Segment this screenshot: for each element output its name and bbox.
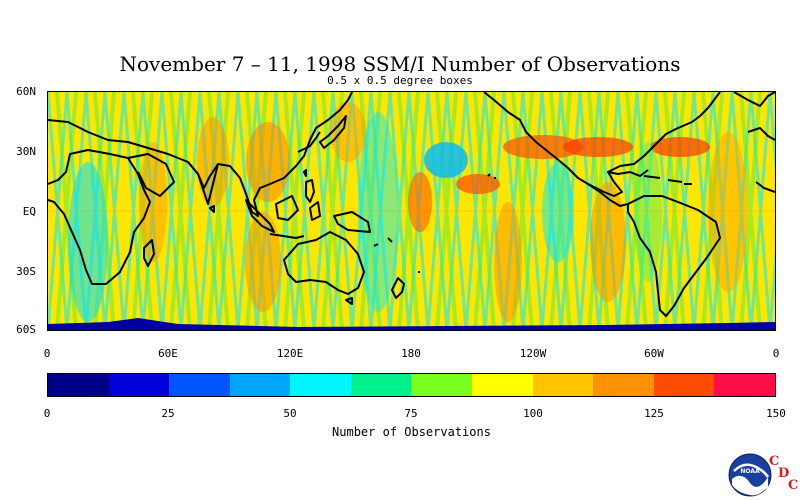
colorbar-swatch-2 — [169, 374, 230, 396]
cdc-letter-1: C — [769, 454, 780, 469]
field-blobs — [68, 102, 748, 322]
colorbar-title: Number of Observations — [332, 425, 491, 439]
noaa-cdc-logo: NOAA C D C — [728, 452, 798, 498]
antarctic-edge — [48, 318, 775, 330]
colorbar-tick-125: 125 — [644, 407, 664, 420]
colorbar-tick-150: 150 — [766, 407, 786, 420]
map-subtitle: 0.5 x 0.5 degree boxes — [327, 74, 473, 87]
lon-label-60w: 60W — [644, 347, 664, 360]
lon-label-180: 180 — [401, 347, 421, 360]
colorbar-swatch-11 — [714, 374, 775, 396]
colorbar-swatch-8 — [532, 374, 594, 396]
cdc-letter-3: C — [788, 478, 799, 493]
lon-label-0-right: 0 — [772, 347, 780, 360]
cdc-letter-2: D — [778, 466, 790, 481]
colorbar-swatch-1 — [108, 374, 170, 396]
lat-label-30n: 30N — [16, 145, 36, 158]
colorbar-swatch-3 — [229, 374, 291, 396]
lat-label-30s: 30S — [16, 265, 36, 278]
noaa-logo-text: NOAA — [740, 468, 760, 475]
coastlines — [48, 92, 775, 317]
noaa-logo-icon: NOAA — [728, 453, 772, 497]
colorbar-swatch-4 — [290, 374, 351, 396]
lat-label-60n: 60N — [16, 85, 36, 98]
colorbar-tick-100: 100 — [523, 407, 543, 420]
lat-label-60s: 60S — [16, 323, 36, 336]
colorbar-swatch-9 — [593, 374, 654, 396]
lon-label-120e: 120E — [276, 347, 304, 360]
colorbar-swatch-7 — [472, 374, 533, 396]
lat-label-eq: EQ — [22, 205, 36, 218]
colorbar-swatch-5 — [350, 374, 412, 396]
colorbar — [47, 373, 776, 397]
observation-map-svg — [48, 92, 775, 330]
colorbar-swatch-0 — [48, 374, 109, 396]
colorbar-tick-75: 75 — [404, 407, 418, 420]
colorbar-tick-0: 0 — [43, 407, 51, 420]
map-title: November 7 – 11, 1998 SSM/I Number of Ob… — [119, 52, 681, 76]
lon-label-120w: 120W — [519, 347, 547, 360]
colorbar-swatch-10 — [653, 374, 715, 396]
observation-map — [47, 91, 776, 331]
colorbar-swatch-6 — [411, 374, 473, 396]
colorbar-tick-25: 25 — [161, 407, 175, 420]
lon-label-0: 0 — [43, 347, 51, 360]
colorbar-tick-50: 50 — [283, 407, 297, 420]
lon-label-60e: 60E — [158, 347, 178, 360]
